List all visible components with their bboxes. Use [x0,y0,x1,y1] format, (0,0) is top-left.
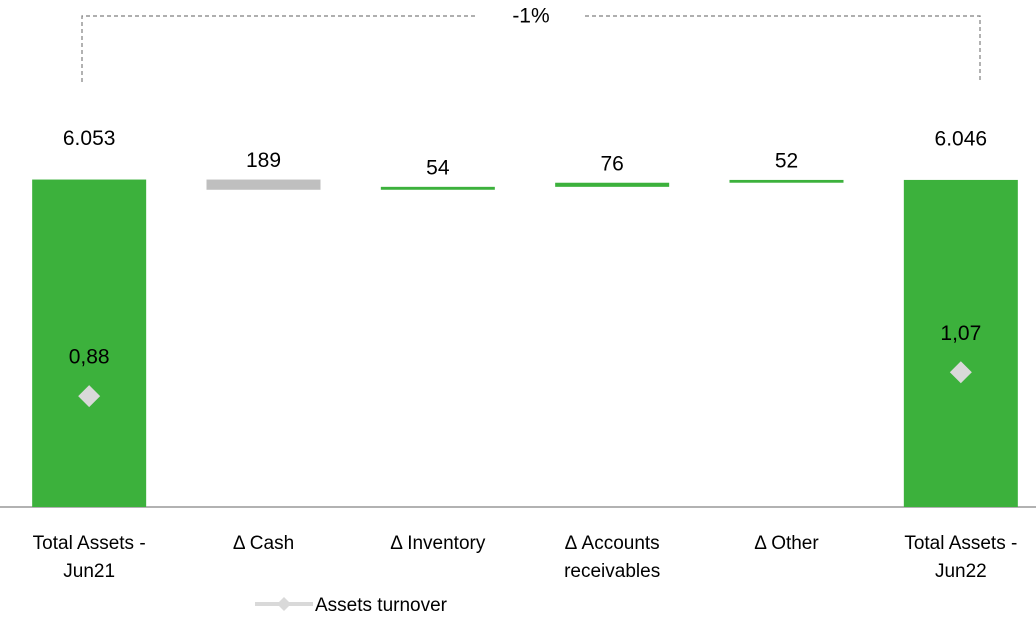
x-tick-label: Δ Other [754,533,819,554]
value-label: 76 [600,152,623,175]
bar [555,182,670,187]
bar [729,179,844,183]
x-tick-label: Δ Inventory [390,533,486,554]
x-tick-label: Δ Cash [232,533,295,554]
x-tick-label: Total Assets - Jun22 [904,533,1018,582]
marker [78,385,101,408]
value-label: 189 [246,149,281,172]
bar [380,186,495,190]
value-label: 54 [426,156,450,179]
x-tick-label: Δ Accounts receivables [564,533,661,582]
value-label: 52 [775,149,798,172]
legend-marker [277,597,291,611]
marker [949,361,972,384]
value-label: 1,07 [940,322,981,345]
annotation: -1% [512,5,549,28]
value-label: 6.053 [63,127,116,150]
bar [32,179,147,508]
bar [903,179,1018,507]
bracket [81,15,981,82]
value-label: 6.046 [935,127,988,150]
legend-label: Assets turnover [315,595,448,616]
bar [206,179,321,190]
x-tick-label: Total Assets - Jun21 [32,533,146,582]
value-label: 0,88 [69,346,110,369]
